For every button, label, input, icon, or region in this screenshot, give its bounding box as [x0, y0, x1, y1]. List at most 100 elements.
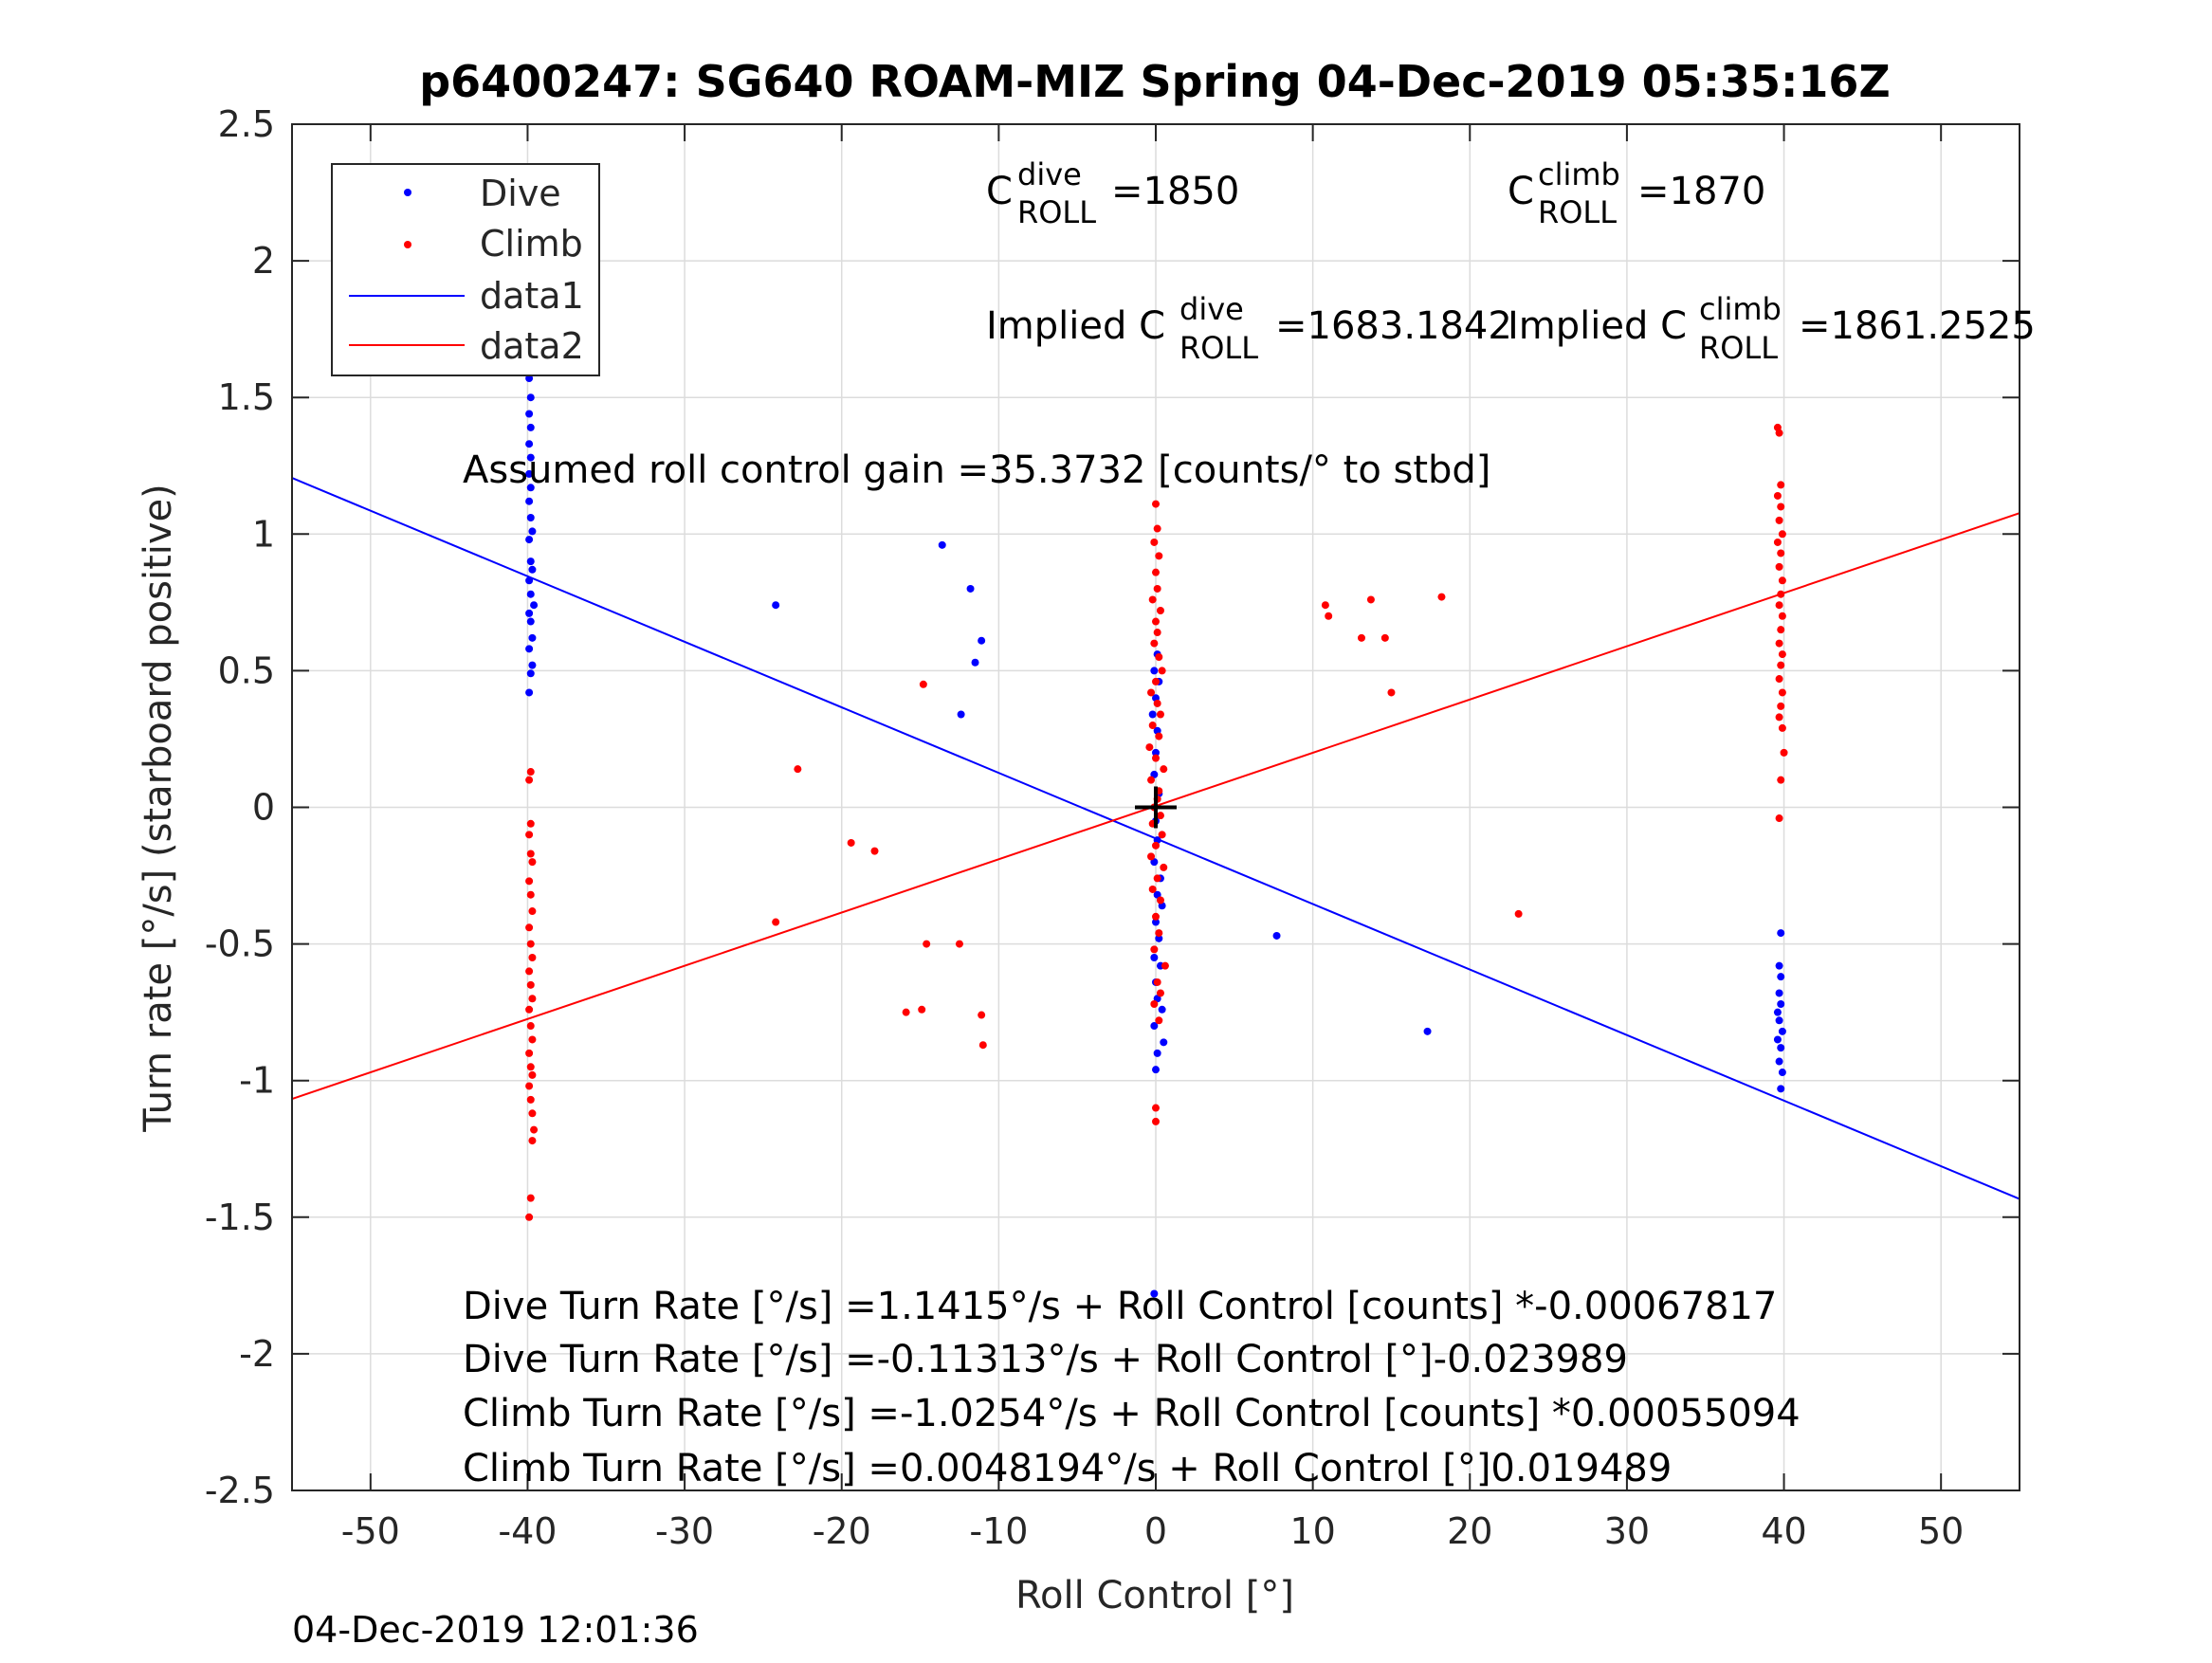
implied-climb-sub: ROLL: [1699, 330, 1778, 366]
dive-point: [526, 393, 535, 402]
x-tick-label: 30: [1604, 1510, 1650, 1552]
dive-point: [530, 601, 539, 610]
dive-point: [1777, 973, 1785, 981]
climb-point: [526, 1194, 535, 1202]
annotations: C dive ROLL =1850 C climb ROLL =1870 Imp…: [463, 156, 2036, 1490]
climb-point: [1773, 491, 1782, 500]
climb-point: [1153, 524, 1161, 533]
climb-point: [1775, 639, 1783, 648]
climb-point: [1147, 776, 1156, 784]
climb-point: [525, 923, 534, 932]
climb-point: [1775, 675, 1783, 684]
dive-points: [525, 344, 1786, 1298]
dive-point: [526, 617, 535, 626]
climb-point: [1155, 552, 1163, 560]
climb-point: [1152, 1117, 1160, 1125]
climb-point: [528, 1035, 537, 1044]
dive-point: [526, 453, 535, 462]
climb-point: [1152, 500, 1160, 508]
implied-dive-sup: dive: [1179, 291, 1244, 327]
y-tick-label: 0: [252, 787, 275, 829]
dive-point: [1148, 710, 1157, 719]
climb-point: [1156, 606, 1164, 614]
climb-point: [1777, 503, 1785, 511]
climb-point: [1152, 754, 1160, 762]
y-tick-label: 2.5: [218, 103, 275, 145]
climb-point: [526, 850, 535, 858]
y-tick-label: 1: [252, 513, 275, 555]
climb-point: [528, 907, 537, 916]
dive-point: [1773, 1035, 1782, 1044]
c-climb-sub: ROLL: [1538, 194, 1617, 230]
implied-dive-sub: ROLL: [1179, 330, 1258, 366]
dive-point: [957, 710, 965, 719]
dive-point: [772, 601, 780, 610]
climb-point: [1155, 732, 1163, 740]
climb-point: [1777, 776, 1785, 784]
climb-point: [1148, 722, 1157, 730]
climb-point: [525, 967, 534, 976]
y-tick-label: -1.5: [205, 1197, 275, 1238]
climb-point: [1153, 629, 1161, 637]
dive-point: [528, 565, 537, 574]
implied-climb-prefix: Implied C: [1508, 304, 1687, 348]
dive-point: [978, 636, 986, 645]
climb-point: [1152, 1104, 1160, 1112]
dive-point: [526, 484, 535, 492]
dive-point: [1152, 918, 1160, 926]
dive-point: [528, 527, 537, 536]
dive-point: [1777, 1000, 1785, 1009]
climb-point: [1147, 852, 1156, 861]
axis-ticks: [292, 123, 2020, 1491]
climb-point: [1152, 617, 1160, 626]
dive-point: [1778, 1027, 1786, 1035]
y-tick-labels: -2.5 -2 -1.5 -1 -0.5 0 0.5 1 1.5 2 2.5: [205, 103, 275, 1511]
climb-point: [525, 877, 534, 886]
climb-point: [525, 1049, 534, 1057]
climb-point: [772, 918, 780, 926]
climb-point: [1156, 812, 1164, 820]
dive-point: [1150, 954, 1159, 962]
implied-climb-value: =1861.2525: [1799, 304, 2036, 348]
climb-point: [1158, 667, 1166, 675]
climb-point: [1148, 595, 1157, 604]
climb-point: [526, 1022, 535, 1031]
y-axis-label: Turn rate [°/s] (starboard positive): [137, 484, 180, 1133]
equation-climb-counts: Climb Turn Rate [°/s] =-1.0254°/s + Roll…: [463, 1392, 1801, 1435]
climb-point: [528, 954, 537, 962]
equation-dive-counts: Dive Turn Rate [°/s] =1.1415°/s + Roll C…: [463, 1285, 1777, 1328]
climb-point: [1156, 989, 1164, 997]
dive-point: [1158, 1005, 1166, 1014]
climb-point: [870, 847, 879, 855]
legend-climb-label: Climb: [480, 223, 583, 265]
dive-point: [1777, 929, 1785, 938]
x-tick-label: 20: [1447, 1510, 1492, 1552]
dive-point: [1775, 1016, 1783, 1025]
dive-point: [526, 423, 535, 431]
dive-point: [1150, 1022, 1159, 1031]
dive-point: [526, 590, 535, 598]
dive-point: [1778, 1069, 1786, 1077]
climb-point: [1778, 530, 1786, 539]
climb-point: [1778, 723, 1786, 732]
climb-point: [525, 1082, 534, 1090]
x-tick-label: 10: [1289, 1510, 1335, 1552]
x-tick-label: -20: [813, 1510, 871, 1552]
dive-point: [525, 440, 534, 448]
climb-point: [1155, 652, 1163, 661]
climb-point: [1160, 765, 1168, 774]
legend-data2-label: data2: [480, 325, 584, 367]
climb-point: [1153, 874, 1161, 883]
c-roll-dive-annotation: C dive ROLL =1850: [986, 156, 1239, 230]
dive-point: [971, 658, 979, 667]
x-tick-label: -40: [498, 1510, 557, 1552]
dive-point: [1272, 931, 1281, 940]
climb-point: [1778, 612, 1786, 620]
climb-point: [1380, 633, 1389, 642]
x-tick-label: 50: [1918, 1510, 1964, 1552]
dive-point: [525, 469, 534, 478]
climb-point: [1437, 593, 1446, 601]
climb-point: [1325, 612, 1333, 620]
dive-point: [525, 375, 534, 383]
